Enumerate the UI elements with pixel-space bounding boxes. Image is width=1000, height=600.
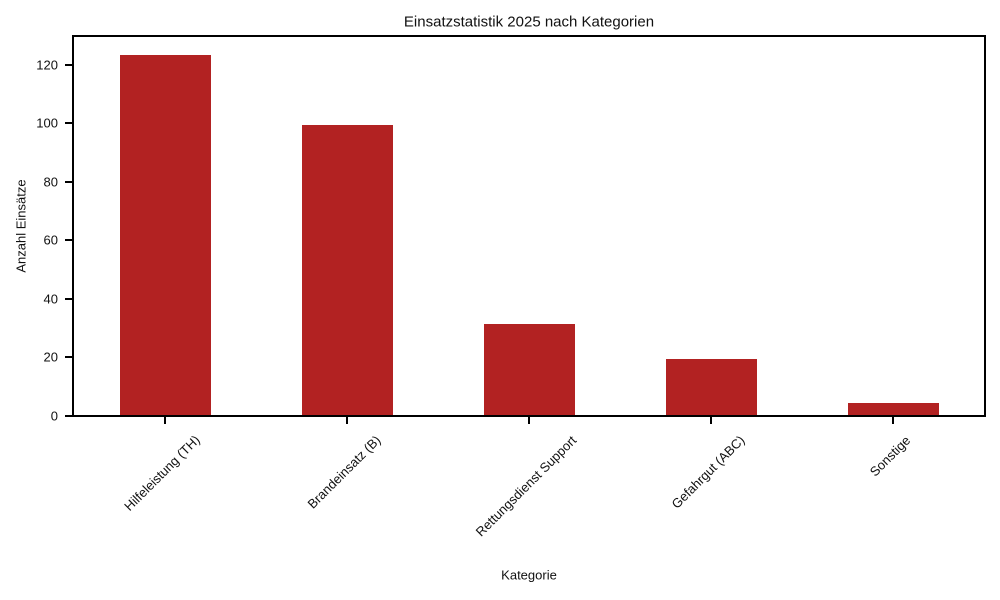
- plot-area: [72, 35, 986, 417]
- bar: [847, 403, 939, 415]
- x-tick-label: Gefahrgut (ABC): [668, 432, 748, 512]
- y-tick-mark: [65, 297, 72, 300]
- x-tick-label: Brandeinsatz (B): [304, 432, 384, 512]
- y-tick-mark: [65, 180, 72, 183]
- y-tick-label: 120: [36, 57, 58, 73]
- chart-title: Einsatzstatistik 2025 nach Kategorien: [403, 13, 655, 31]
- y-tick-label: 0: [50, 408, 58, 424]
- y-tick-label: 20: [43, 349, 58, 365]
- y-tick-mark: [65, 122, 72, 125]
- y-tick-label: 60: [43, 232, 58, 248]
- x-tick-mark: [346, 417, 348, 424]
- x-tick-mark: [528, 417, 530, 424]
- bar: [119, 55, 211, 415]
- y-tick-mark: [65, 415, 72, 417]
- bar: [665, 359, 757, 415]
- x-tick-label: Hilfeleistung (TH): [121, 432, 203, 514]
- x-tick-label: Rettungsdienst Support: [472, 432, 580, 540]
- y-axis-label: Anzahl Einsätze: [13, 179, 29, 273]
- y-tick-label: 40: [43, 291, 58, 307]
- y-tick-label: 80: [43, 174, 58, 190]
- x-tick-label: Sonstige: [866, 432, 914, 479]
- y-tick-mark: [65, 356, 72, 359]
- y-tick-mark: [65, 63, 72, 66]
- bar: [301, 125, 393, 415]
- bar: [483, 324, 575, 415]
- x-tick-mark: [710, 417, 712, 424]
- x-axis-label: Kategorie: [501, 567, 557, 583]
- x-tick-mark: [892, 417, 894, 424]
- y-tick-label: 100: [36, 115, 58, 131]
- x-tick-mark: [164, 417, 166, 424]
- y-tick-mark: [65, 239, 72, 242]
